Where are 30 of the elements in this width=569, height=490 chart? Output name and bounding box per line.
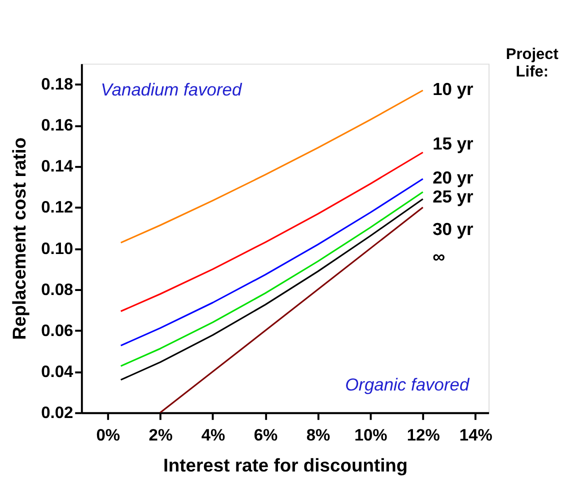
x-tick-label: 14% (459, 426, 493, 444)
x-tick-label: 12% (406, 426, 440, 444)
x-tick-label: 2% (148, 426, 173, 444)
y-tick-label: 0.12 (41, 198, 74, 217)
y-tick-label: 0.04 (41, 362, 74, 381)
series-label: 30 yr (432, 218, 474, 239)
x-tick-label: 4% (201, 426, 226, 444)
legend-title: Project Life: (506, 46, 558, 80)
y-tick-label: 0.16 (41, 116, 74, 135)
series-label: 10 yr (432, 79, 474, 100)
line-series (120, 152, 424, 312)
y-tick-label: 0.18 (41, 76, 74, 94)
series-label: 20 yr (432, 168, 474, 188)
annotation: Vanadium favored (100, 80, 243, 100)
x-tick-label: 0% (96, 426, 120, 444)
x-tick-label: 8% (306, 426, 331, 444)
annotation: Organic favored (345, 374, 470, 394)
x-axis-title: Interest rate for discounting (163, 454, 408, 476)
x-tick-label: 6% (254, 426, 278, 444)
x-tick-label: 10% (354, 426, 388, 444)
series-label: 25 yr (432, 186, 474, 207)
y-axis-title: Replacement cost ratio (8, 137, 30, 340)
y-tick-label: 0.08 (41, 280, 74, 299)
series-label: 15 yr (432, 133, 474, 154)
text: ∞ (432, 246, 446, 267)
y-tick-label: 0.06 (41, 322, 74, 340)
y-tick-label: 0.02 (41, 404, 74, 422)
y-tick-label: 0.14 (41, 158, 74, 176)
line-series (120, 178, 424, 346)
y-tick-label: 0.10 (41, 240, 74, 258)
